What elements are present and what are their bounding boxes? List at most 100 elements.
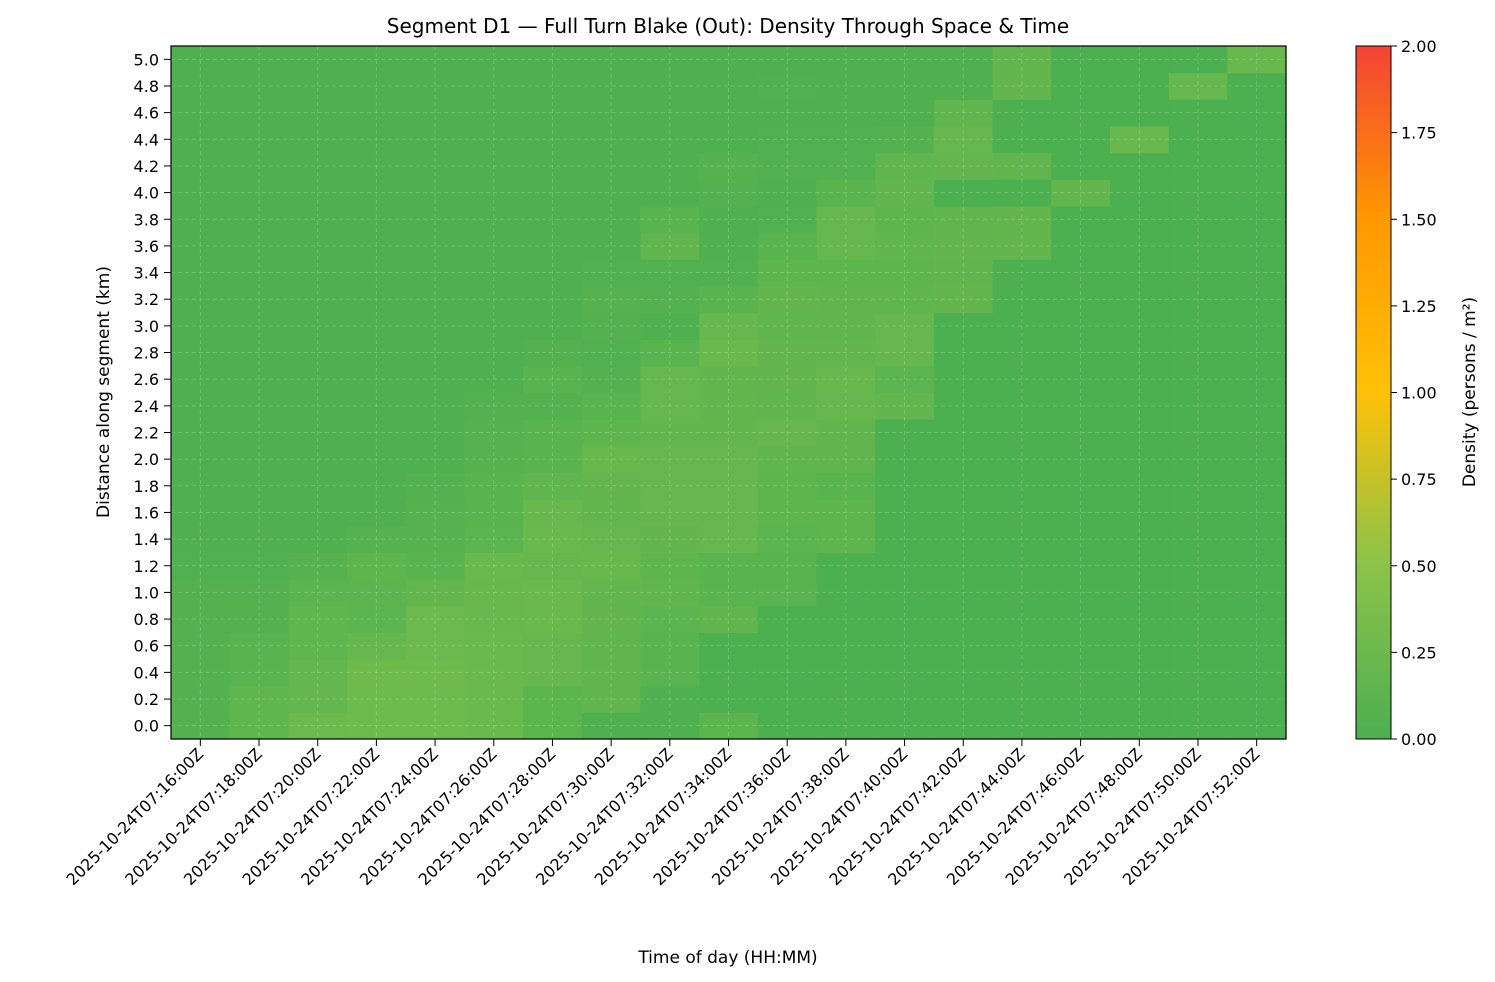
heatmap-cell <box>405 632 466 660</box>
heatmap-cell <box>875 499 935 527</box>
heatmap-cell <box>288 472 348 500</box>
heatmap-cell <box>1051 205 1111 234</box>
heatmap-cell <box>699 365 759 394</box>
heatmap-cell <box>699 152 759 180</box>
heatmap-cell <box>757 125 818 154</box>
heatmap-cell <box>1168 525 1228 554</box>
heatmap-cell <box>464 472 524 500</box>
heatmap-cell <box>523 339 583 367</box>
heatmap-cell <box>699 525 759 554</box>
heatmap-cell <box>347 579 407 607</box>
heatmap-cell <box>581 232 642 260</box>
heatmap-cell <box>229 125 289 154</box>
chart-title: Segment D1 — Full Turn Blake (Out): Dens… <box>387 14 1069 38</box>
heatmap-cell <box>640 579 700 607</box>
heatmap-cell <box>992 392 1052 420</box>
heatmap-cell <box>1051 72 1111 100</box>
heatmap-cell <box>992 339 1052 367</box>
heatmap-cell <box>1109 99 1170 127</box>
heatmap-cell <box>523 99 583 127</box>
heatmap-cell <box>699 659 759 687</box>
heatmap-cell <box>1051 525 1111 554</box>
heatmap-cell <box>933 125 994 154</box>
heatmap-cell <box>288 99 348 127</box>
heatmap-cell <box>816 499 876 527</box>
heatmap-cell <box>523 632 583 660</box>
heatmap-cell <box>464 605 524 633</box>
y-tick-label: 0.0 <box>134 717 159 736</box>
heatmap-cell <box>699 285 759 314</box>
heatmap-cell <box>288 579 348 607</box>
heatmap-cell <box>288 232 348 260</box>
heatmap-cell <box>347 499 407 527</box>
heatmap-cell <box>523 552 583 580</box>
heatmap-cell <box>229 72 289 100</box>
heatmap-cell <box>347 605 407 633</box>
heatmap-cell <box>288 632 348 660</box>
heatmap-cell <box>1227 125 1287 154</box>
heatmap-cell <box>1168 632 1228 660</box>
heatmap-cell <box>816 152 876 180</box>
y-axis: 0.0 0.2 0.4 0.6 0.8 1.0 1.2 1.4 1.6 1.8 2.0 2.2 2.4 2… <box>134 50 171 736</box>
heatmap-cell <box>347 632 407 660</box>
heatmap-cell <box>1227 205 1287 234</box>
heatmap-cell <box>933 99 994 127</box>
heatmap-cell <box>992 205 1052 234</box>
heatmap-cell <box>464 445 524 474</box>
heatmap-cell <box>699 259 759 287</box>
heatmap-cell <box>640 285 700 314</box>
heatmap-cell <box>347 525 407 554</box>
heatmap-cell <box>171 365 231 394</box>
heatmap-cell <box>523 579 583 607</box>
heatmap-cell <box>757 339 818 367</box>
heatmap-cell <box>523 419 583 447</box>
heatmap-cell <box>992 419 1052 447</box>
heatmap-cell <box>581 419 642 447</box>
heatmap-cell <box>523 499 583 527</box>
heatmap-cell <box>816 685 876 713</box>
heatmap-cell <box>464 125 524 154</box>
heatmap-cell <box>347 179 407 207</box>
y-tick-label: 2.2 <box>134 423 159 442</box>
heatmap-cell <box>1051 552 1111 580</box>
heatmap-cell <box>640 259 700 287</box>
heatmap-cell <box>229 605 289 633</box>
heatmap-cell <box>1227 499 1287 527</box>
heatmap-cell <box>347 285 407 314</box>
heatmap-cell <box>523 685 583 713</box>
heatmap-cell <box>699 125 759 154</box>
heatmap-cell <box>405 392 466 420</box>
y-tick-label: 3.0 <box>134 317 159 336</box>
heatmap-cell <box>1168 365 1228 394</box>
heatmap-cell <box>875 285 935 314</box>
heatmap-cell <box>405 259 466 287</box>
heatmap-cell <box>347 152 407 180</box>
heatmap-cell <box>992 579 1052 607</box>
heatmap-cell <box>288 712 348 740</box>
heatmap-cell <box>1109 499 1170 527</box>
heatmap-cell <box>1109 605 1170 633</box>
y-tick-label: 2.6 <box>134 370 159 389</box>
heatmap-cell <box>933 312 994 340</box>
heatmap-cell <box>581 605 642 633</box>
heatmap-cell <box>875 579 935 607</box>
heatmap-cell <box>1109 445 1170 474</box>
heatmap-cell <box>992 552 1052 580</box>
heatmap-cell <box>229 46 289 74</box>
heatmap-cell <box>288 605 348 633</box>
heatmap-cell <box>757 205 818 234</box>
y-tick-label: 0.8 <box>134 610 159 629</box>
heatmap-cell <box>816 525 876 554</box>
heatmap-cell <box>405 525 466 554</box>
heatmap-cell <box>523 232 583 260</box>
colorbar <box>1355 45 1392 740</box>
heatmap-cell <box>1168 72 1228 100</box>
heatmap-cell <box>875 685 935 713</box>
heatmap-cell <box>640 365 700 394</box>
heatmap-cell <box>875 605 935 633</box>
heatmap-cell <box>288 179 348 207</box>
heatmap-cell <box>1109 205 1170 234</box>
y-tick-label: 5.0 <box>134 50 159 69</box>
heatmap-cell <box>640 552 700 580</box>
heatmap-cell <box>581 339 642 367</box>
